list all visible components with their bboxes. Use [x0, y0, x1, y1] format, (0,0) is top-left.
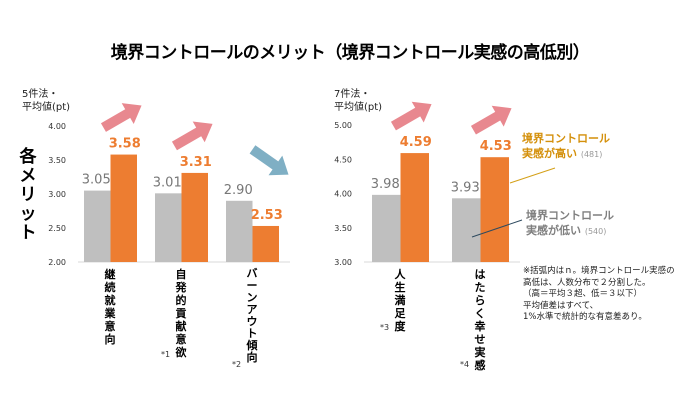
y-tick-label: 2.00 — [48, 258, 66, 267]
right-y-unit-line2: 平均値(pt) — [334, 102, 383, 113]
legend-low-leader — [471, 219, 523, 238]
left-y-unit-line2: 平均値(pt) — [22, 102, 71, 113]
y-tick-label: 5.00 — [334, 121, 352, 130]
y-tick-label: 3.00 — [48, 190, 66, 199]
arrow-down-shape — [249, 145, 289, 176]
bar-low — [452, 198, 481, 262]
left-y-unit: 5件法・ 平均値(pt) — [22, 88, 70, 114]
bar-high — [400, 153, 429, 262]
legend-low-line2: 実感が低い — [526, 224, 581, 237]
chart-title: 境界コントロールのメリット（境界コントロール実感の高低別） — [110, 43, 590, 63]
bar-high — [181, 172, 208, 262]
right-y-unit-line1: 7件法・ — [334, 89, 371, 100]
y-tick-label: 2.50 — [48, 224, 66, 233]
category-label-2-text: バーンアウト傾向 — [246, 267, 258, 364]
bar-low — [155, 193, 182, 262]
arrow-down-icon — [249, 145, 289, 176]
arrow-up-shape — [470, 105, 512, 135]
value-label-high: 3.31 — [180, 155, 212, 170]
value-label-low: 3.93 — [451, 180, 480, 195]
y-tick-label: 3.50 — [334, 224, 352, 233]
footnote-line: 1%水準で統計的な有意差あり。 — [523, 312, 647, 322]
legend-low-n: (540) — [584, 227, 607, 236]
footnote: ※括弧内はｎ。境界コントロール実感の 高低は、人数分布で２分割した。 （高＝平均… — [523, 266, 698, 324]
left-y-unit-line1: 5件法・ — [22, 89, 59, 100]
arrow-up-shape — [100, 103, 142, 132]
arrow-up-shape — [390, 101, 432, 131]
value-label-high: 4.53 — [480, 139, 512, 154]
y-tick-label: 4.50 — [334, 155, 352, 164]
bar-high — [110, 154, 137, 262]
category-label-0: 継続就業意向 — [104, 268, 116, 346]
category-note-3: *3 — [380, 323, 390, 332]
right-y-unit: 7件法・ 平均値(pt) — [334, 88, 382, 114]
legend-high-line2: 実感が高い — [522, 147, 577, 160]
value-label-high: 3.58 — [109, 137, 141, 152]
arrow-up-icon — [171, 121, 213, 151]
category-note-2: *2 — [232, 360, 242, 369]
legend-low-line1: 境界コントロール — [526, 209, 614, 222]
bar-low — [226, 200, 253, 262]
y-tick-label: 3.50 — [48, 156, 66, 165]
footnote-line: 平均値差はすべて、 — [523, 300, 599, 311]
value-label-low: 3.01 — [153, 175, 182, 190]
value-label-high: 2.53 — [251, 208, 283, 223]
bar-high — [252, 225, 279, 262]
legend-high-n: (481) — [580, 150, 603, 159]
legend-high-leader — [509, 167, 556, 184]
footnote-line: ※括弧内はｎ。境界コントロール実感の — [523, 266, 675, 276]
category-note-4: *4 — [460, 360, 470, 369]
value-label-low: 3.05 — [82, 173, 111, 188]
arrow-up-icon — [470, 105, 512, 135]
legend-high-line1: 境界コントロール — [522, 132, 610, 145]
category-label-1: 自発的貢献意欲 — [175, 268, 187, 359]
footnote-line: 高低は、人数分布で２分割した。 — [523, 277, 651, 288]
legend-high: 境界コントロール 実感が高い (481) — [522, 131, 610, 162]
value-label-low: 2.90 — [224, 183, 253, 198]
y-axis-title: 各メリット — [19, 147, 37, 243]
y-tick-label: 4.00 — [334, 190, 352, 199]
legend-low: 境界コントロール 実感が低い (540) — [526, 208, 614, 239]
category-label-4: はたらく幸せ実感 — [474, 268, 486, 372]
y-tick-label: 4.00 — [48, 122, 66, 131]
value-label-high: 4.59 — [400, 135, 432, 150]
y-tick-label: 3.00 — [334, 258, 352, 267]
category-note-1: *1 — [161, 350, 171, 359]
bar-low — [84, 190, 111, 262]
value-label-low: 3.98 — [371, 177, 400, 192]
bar-low — [372, 194, 401, 262]
arrow-up-shape — [171, 121, 213, 151]
bar-high — [480, 157, 509, 262]
category-label-3: 人生満足度 — [394, 268, 406, 333]
arrow-up-icon — [100, 103, 142, 132]
arrow-up-icon — [390, 101, 432, 131]
footnote-line: （高＝平均３超、低＝３以下） — [523, 289, 643, 299]
